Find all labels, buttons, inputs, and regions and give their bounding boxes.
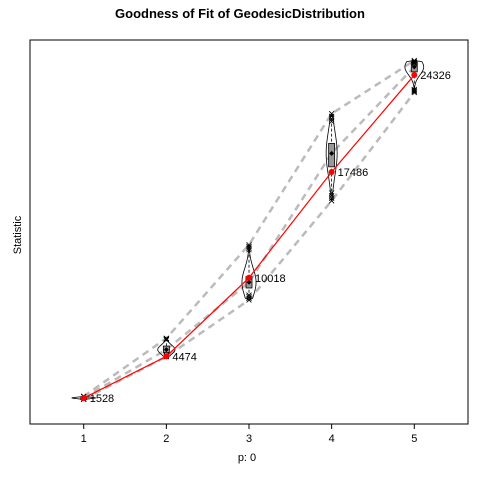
statistic-point [328, 168, 335, 175]
outlier-mark [328, 198, 335, 204]
statistic-point [80, 395, 87, 402]
statistic-value-label: 17486 [338, 167, 369, 179]
median-marker [329, 150, 335, 156]
x-axis-label: p: 0 [238, 452, 256, 464]
statistic-value-label: 4474 [172, 351, 196, 363]
outlier-mark [411, 87, 418, 94]
x-tick-label: 1 [81, 433, 87, 445]
outlier-mark [328, 195, 335, 201]
outlier-mark [328, 113, 335, 120]
outlier-mark [328, 116, 335, 122]
statistic-point [246, 274, 252, 281]
median-marker [246, 279, 252, 285]
x-tick-label: 3 [246, 433, 252, 445]
outlier-mark [328, 190, 335, 196]
y-axis-label: Statistic [12, 215, 24, 254]
outlier-mark [411, 60, 418, 67]
chart-title: Goodness of Fit of GeodesicDistribution [115, 6, 365, 21]
outlier-mark [411, 58, 418, 65]
outlier-mark [246, 293, 252, 300]
outlier-mark [246, 245, 252, 251]
median-marker [411, 64, 417, 70]
statistic-point [163, 353, 170, 360]
x-tick-label: 2 [163, 433, 169, 445]
statistic-point [411, 72, 418, 79]
outlier-mark [163, 337, 170, 343]
median-marker [163, 347, 169, 353]
dashed-line-median [83, 66, 416, 400]
statistic-series: 1528 4474 10018 17486 24326 [80, 70, 451, 405]
statistic-value-label: 10018 [255, 273, 286, 285]
outlier-mark [411, 88, 418, 95]
x-tick-label: 4 [329, 433, 335, 445]
x-tick-label: 5 [411, 433, 417, 445]
x-axis: 1 2 3 4 5 [81, 424, 417, 445]
outlier-mark [411, 86, 418, 93]
outlier-mark [328, 118, 335, 125]
outlier-mark [246, 292, 252, 298]
outlier-mark [246, 246, 252, 253]
outlier-mark [328, 192, 335, 199]
dashed-line-max [82, 59, 415, 398]
statistic-value-label: 24326 [420, 70, 451, 82]
outlier-mark [411, 59, 418, 66]
statistic-value-label: 1528 [90, 393, 114, 405]
outlier-mark [328, 110, 335, 117]
